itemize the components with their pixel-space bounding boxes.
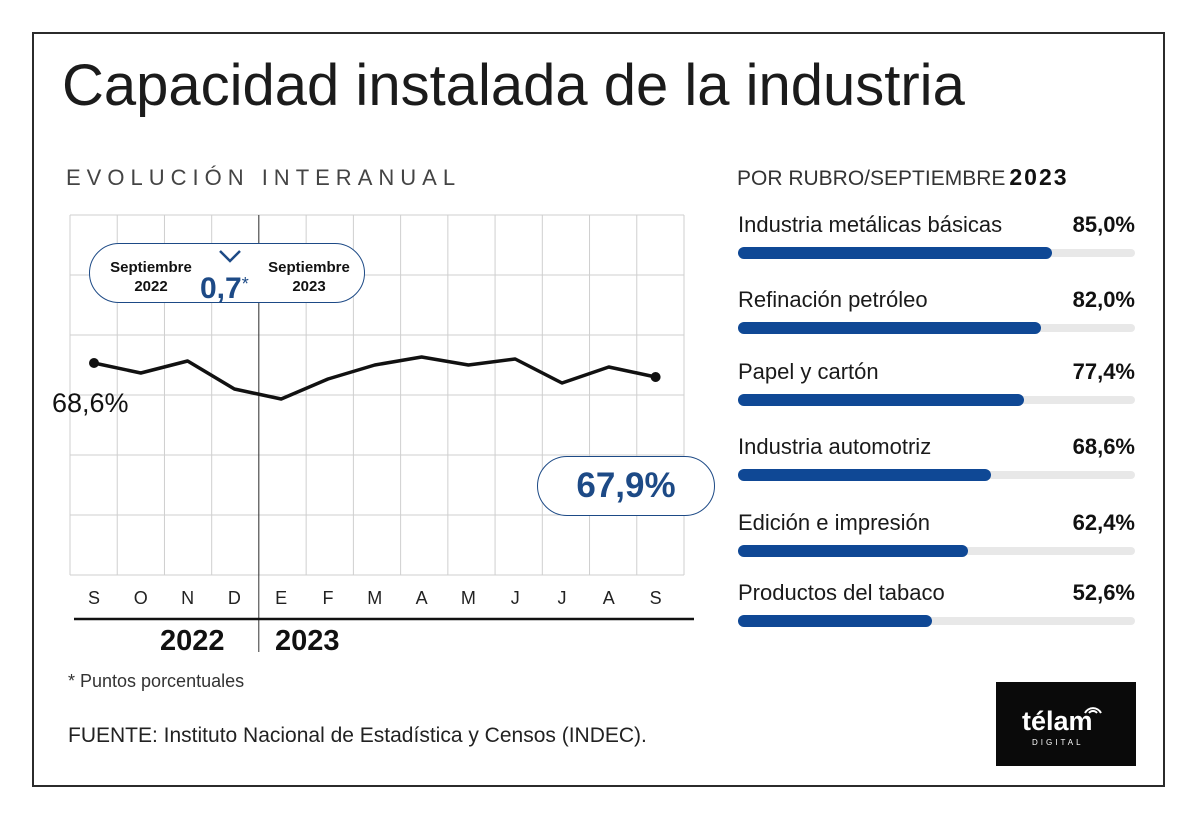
rubro-label: Productos del tabaco <box>738 580 945 605</box>
rubro-label: Refinación petróleo <box>738 287 928 312</box>
rubro-value-label: 62,4% <box>1072 510 1135 535</box>
comparison-right-month: Septiembre <box>268 259 350 276</box>
rubro-bar <box>738 615 932 627</box>
logo-subtitle: DIGITAL <box>1032 738 1084 747</box>
end-value-label: 67,9% <box>537 456 715 516</box>
rubro-value-label: 82,0% <box>1072 287 1135 312</box>
month-tick-label: E <box>275 588 288 608</box>
month-tick-label: A <box>602 588 615 608</box>
month-tick-label: M <box>460 588 476 608</box>
month-tick-label: D <box>227 588 241 608</box>
telam-logo: télam DIGITAL <box>996 682 1136 766</box>
logo-word: télam <box>1022 706 1093 736</box>
month-tick-label: A <box>415 588 428 608</box>
rubro-bar-track <box>738 469 1135 481</box>
comparison-right-year: 2023 <box>292 278 326 295</box>
month-tick-label: S <box>87 588 100 608</box>
year-label-2022: 2022 <box>160 625 225 657</box>
rubro-bar-track <box>738 322 1135 334</box>
comparison-left-month: Septiembre <box>110 259 192 276</box>
rubro-label: Papel y cartón <box>738 359 879 384</box>
comparison-box: Septiembre 2022 0,7* Septiembre 2023 <box>89 243 365 306</box>
month-tick-label: M <box>367 588 383 608</box>
month-tick-label: N <box>181 588 195 608</box>
comparison-left: Septiembre 2022 <box>98 258 204 296</box>
signal-icon <box>1084 707 1102 714</box>
rubro-heading-text: POR RUBRO/SEPTIEMBRE <box>737 167 1006 190</box>
footnote: * Puntos porcentuales <box>68 671 245 691</box>
rubro-bar <box>738 247 1052 259</box>
start-value-label: 68,6% <box>52 388 129 418</box>
rubro-bar-track <box>738 247 1135 259</box>
month-tick-label: F <box>322 588 334 608</box>
rubro-bar <box>738 394 1024 406</box>
comparison-value: 0,7* <box>200 272 249 306</box>
rubro-value-label: 85,0% <box>1072 212 1135 237</box>
frame <box>32 32 1165 787</box>
rubro-label: Industria metálicas básicas <box>738 212 1003 237</box>
rubro-value-label: 77,4% <box>1072 359 1135 384</box>
rubro-label: Industria automotriz <box>738 434 932 459</box>
chevron-down-icon <box>219 250 241 263</box>
rubro-value-label: 68,6% <box>1072 434 1135 459</box>
chart-subtitle: EVOLUCIÓN INTERANUAL <box>66 165 462 190</box>
rubro-bar <box>738 322 1041 334</box>
rubro-bar-track <box>738 615 1135 627</box>
rubro-bar <box>738 545 968 557</box>
source-note: FUENTE: Instituto Nacional de Estadístic… <box>68 724 647 747</box>
month-tick-label: S <box>649 588 662 608</box>
month-tick-label: J <box>557 588 567 608</box>
comparison-value-number: 0,7 <box>200 272 242 305</box>
rubro-value-label: 52,6% <box>1072 580 1135 605</box>
year-label-2023: 2023 <box>275 625 340 657</box>
comparison-right: Septiembre 2023 <box>256 258 362 296</box>
rubro-label: Edición e impresión <box>738 510 930 535</box>
month-tick-label: O <box>133 588 148 608</box>
rubro-bar-track <box>738 545 1135 557</box>
month-tick-label: J <box>510 588 520 608</box>
comparison-asterisk: * <box>241 274 249 294</box>
rubro-heading-year: 2023 <box>1009 164 1069 190</box>
rubro-bar <box>738 469 991 481</box>
page-title: Capacidad instalada de la industria <box>62 53 965 118</box>
rubro-bar-track <box>738 394 1135 406</box>
comparison-left-year: 2022 <box>134 278 168 295</box>
rubro-heading: POR RUBRO/SEPTIEMBRE 2023 <box>737 164 1069 191</box>
